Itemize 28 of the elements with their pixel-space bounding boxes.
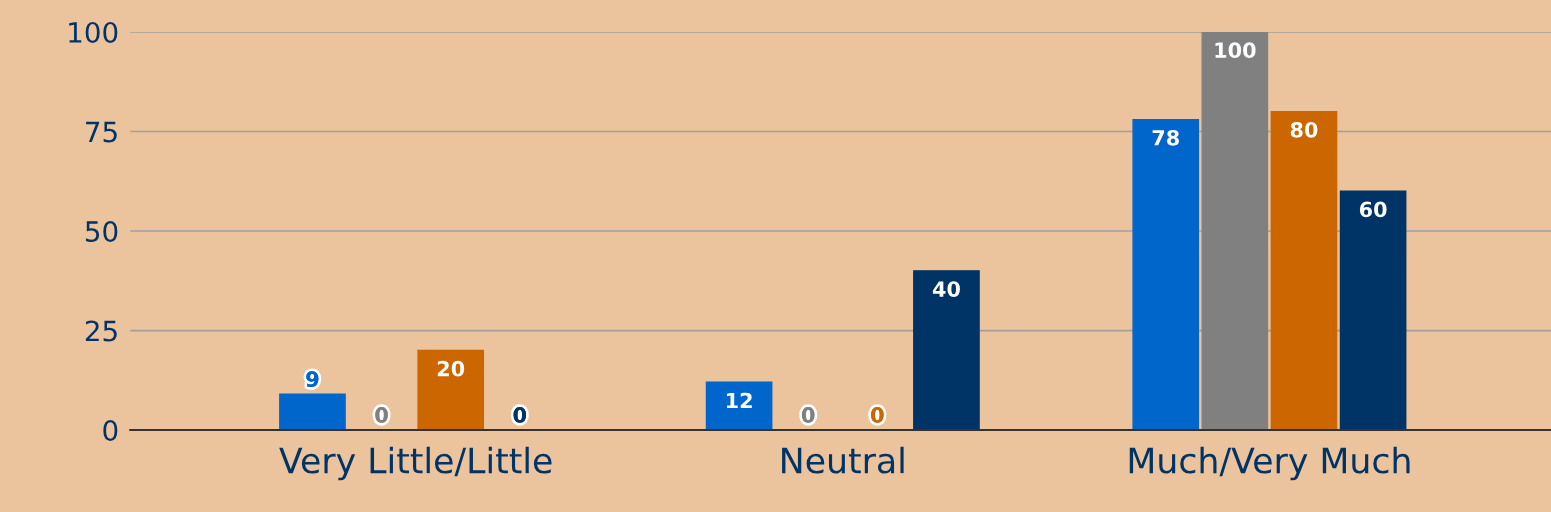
data-label: 80 [1290,121,1318,138]
data-label: 20 [437,360,465,377]
data-label: 0 [801,407,815,423]
data-label: 40 [932,281,960,297]
data-label: 0 [871,407,884,423]
data-label: 60 [1359,201,1387,218]
bar [279,393,346,431]
bar [1339,190,1407,431]
bar [913,270,980,431]
y-tick-label: 75 [86,121,117,143]
data-label: 0 [375,407,388,423]
data-label: 78 [1152,129,1179,146]
x-tick-label: Neutral [782,446,904,474]
bar [1201,32,1269,431]
data-label: 0 [513,407,527,423]
bar [705,381,773,431]
x-tick-label: Very Little/Little [279,446,552,481]
y-tick-label: 100 [69,21,118,43]
bar [1270,110,1338,431]
y-tick-label: 25 [85,320,117,342]
data-label: 12 [726,392,752,409]
data-label: 100 [1215,42,1256,59]
bar [1132,118,1200,431]
x-tick-label: Much/Very Much [1129,446,1410,481]
data-label: 9 [306,371,319,388]
y-tick-label: 0 [103,420,118,442]
y-tick-label: 50 [85,220,118,242]
bar [417,349,485,431]
